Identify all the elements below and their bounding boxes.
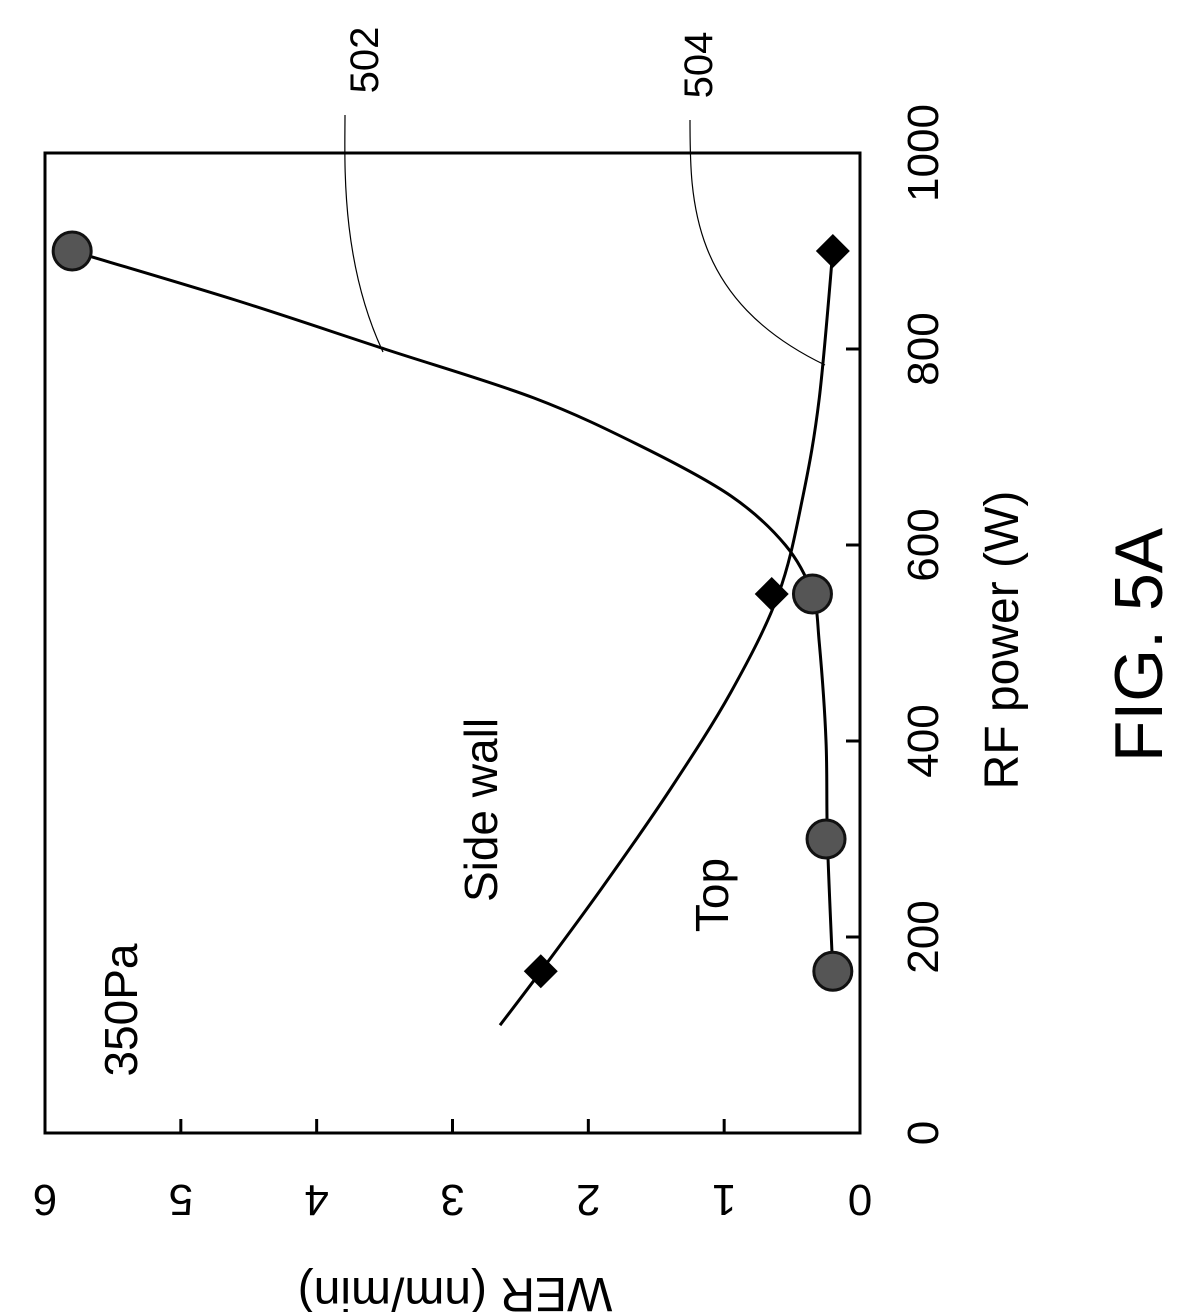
- x-tick-label: 600: [899, 508, 948, 581]
- data-point-diamond: [815, 234, 850, 268]
- leader-line-502: [344, 114, 384, 353]
- reference-label-504: 504: [677, 32, 721, 99]
- x-tick-label: 1000: [899, 104, 948, 202]
- figure-label: FIG. 5A: [1101, 527, 1177, 762]
- x-tick-label: 400: [899, 704, 948, 777]
- annotation-pressure: 350Pa: [95, 943, 147, 1076]
- data-point-diamond: [754, 577, 789, 611]
- annotation-top: Top: [686, 858, 738, 932]
- x-axis-ticks: 0 200 400 600 800 1000: [846, 104, 948, 1145]
- y-tick-label: 1: [712, 1175, 736, 1224]
- y-tick-label: 5: [169, 1175, 193, 1224]
- x-tick-label: 0: [899, 1121, 948, 1145]
- y-axis-ticks: 0 1 2 3 4 5 6: [33, 1119, 872, 1224]
- fit-curves: [71, 249, 835, 1027]
- fit-curve-504: [498, 250, 835, 1027]
- data-point-circle: [791, 573, 833, 615]
- reference-502: 502: [343, 27, 387, 353]
- data-point-circle: [51, 230, 93, 272]
- leader-line-504: [689, 119, 826, 366]
- annotation-side-wall: Side wall: [455, 718, 507, 902]
- fit-curve-502: [71, 249, 835, 972]
- y-tick-label: 2: [576, 1175, 600, 1224]
- reference-label-502: 502: [343, 27, 387, 94]
- x-tick-label: 200: [899, 900, 948, 973]
- data-point-circle: [805, 818, 847, 860]
- y-tick-label: 4: [304, 1175, 328, 1224]
- x-axis-label: RF power (W): [976, 491, 1029, 790]
- y-tick-label: 6: [33, 1175, 57, 1224]
- data-point-circle: [812, 950, 854, 992]
- y-tick-label: 0: [848, 1175, 872, 1224]
- x-tick-label: 800: [899, 312, 948, 385]
- data-point-diamond: [523, 954, 558, 989]
- y-axis-label: WER (nm/min): [298, 1267, 613, 1312]
- data-markers: [51, 230, 854, 992]
- y-tick-label: 3: [440, 1175, 464, 1224]
- reference-504: 504: [677, 32, 826, 366]
